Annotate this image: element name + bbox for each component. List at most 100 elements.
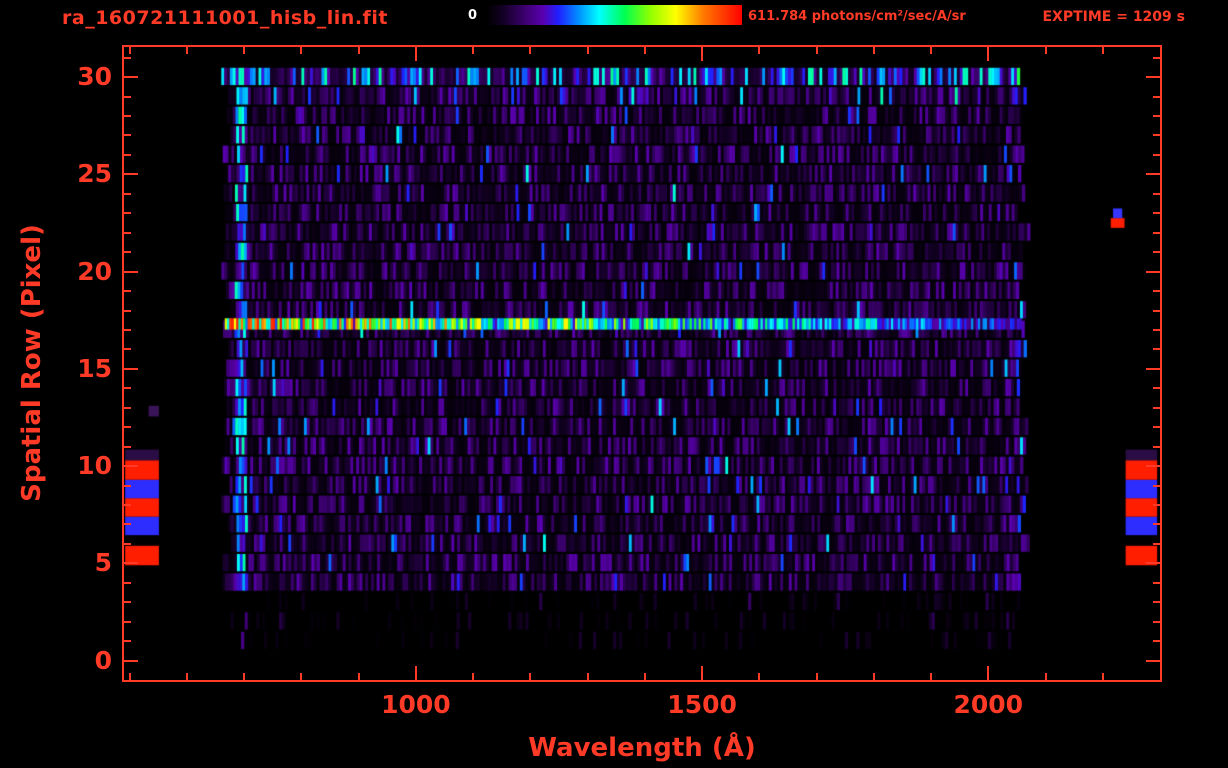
y-tick: [1153, 309, 1160, 312]
x-tick: [472, 673, 475, 680]
x-tick: [472, 47, 475, 54]
x-tick: [529, 47, 532, 54]
x-tick: [128, 673, 131, 680]
y-tick: [1146, 173, 1160, 176]
y-tick: [124, 348, 131, 351]
y-tick: [1153, 620, 1160, 623]
x-tick: [243, 673, 246, 680]
x-tick: [930, 673, 933, 680]
x-tick: [930, 47, 933, 54]
x-tick: [1044, 673, 1047, 680]
y-tick-label: 20: [77, 256, 112, 286]
y-tick: [1153, 231, 1160, 234]
y-tick: [124, 445, 131, 448]
colorbar-max-label: 611.784 photons/cm²/sec/A/sr: [748, 9, 966, 24]
x-tick-label: 1000: [381, 690, 451, 719]
y-tick: [124, 328, 131, 331]
y-tick: [1153, 212, 1160, 215]
x-tick: [1044, 47, 1047, 54]
x-tick: [300, 47, 303, 54]
x-tick: [1101, 673, 1104, 680]
x-tick: [701, 47, 704, 61]
y-tick: [1153, 115, 1160, 118]
exptime-label: EXPTIME = 1209 s: [1042, 9, 1185, 25]
y-tick: [1146, 465, 1160, 468]
y-tick: [124, 115, 131, 118]
y-tick: [1146, 76, 1160, 79]
y-tick: [1146, 367, 1160, 370]
y-tick: [1153, 523, 1160, 526]
y-tick: [1153, 484, 1160, 487]
y-tick-label: 0: [94, 645, 112, 675]
y-tick: [124, 231, 131, 234]
y-tick: [124, 56, 131, 59]
y-tick: [124, 523, 131, 526]
y-tick: [124, 173, 138, 176]
y-tick: [124, 465, 138, 468]
y-tick: [124, 309, 131, 312]
x-tick: [815, 47, 818, 54]
y-tick: [1153, 290, 1160, 293]
y-tick: [1153, 192, 1160, 195]
y-tick: [124, 659, 138, 662]
y-tick-label: 30: [77, 62, 112, 92]
y-tick: [124, 484, 131, 487]
y-tick: [124, 581, 131, 584]
y-tick: [1153, 542, 1160, 545]
y-tick: [1153, 426, 1160, 429]
y-tick: [124, 192, 131, 195]
y-tick: [124, 76, 138, 79]
x-tick: [643, 47, 646, 54]
y-tick: [124, 562, 138, 565]
filename-title: ra_160721111001_hisb_lin.fit: [62, 7, 388, 29]
y-tick: [1153, 445, 1160, 448]
x-tick: [185, 47, 188, 54]
x-tick: [643, 673, 646, 680]
x-tick: [758, 47, 761, 54]
y-tick: [124, 503, 131, 506]
x-tick: [586, 673, 589, 680]
y-tick: [124, 212, 131, 215]
x-tick: [1101, 47, 1104, 54]
y-tick: [1146, 562, 1160, 565]
y-tick: [1153, 153, 1160, 156]
y-tick: [1153, 56, 1160, 59]
y-tick: [1153, 406, 1160, 409]
y-tick: [1153, 134, 1160, 137]
y-tick-label: 10: [77, 451, 112, 481]
x-tick: [872, 673, 875, 680]
y-tick: [124, 387, 131, 390]
x-tick: [872, 47, 875, 54]
x-tick-label: 1500: [667, 690, 737, 719]
x-axis-title: Wavelength (Å): [528, 733, 756, 763]
y-tick-label: 5: [94, 548, 112, 578]
y-tick: [1146, 270, 1160, 273]
y-tick: [124, 270, 138, 273]
x-tick: [128, 47, 131, 54]
x-tick: [987, 666, 990, 680]
y-tick-label: 15: [77, 353, 112, 383]
x-tick: [300, 673, 303, 680]
x-tick-label: 2000: [953, 690, 1024, 719]
y-tick: [124, 406, 131, 409]
x-tick: [815, 673, 818, 680]
colorbar: [487, 5, 742, 25]
y-tick: [1153, 348, 1160, 351]
y-tick: [1153, 581, 1160, 584]
y-tick: [124, 95, 131, 98]
x-tick: [701, 666, 704, 680]
x-tick: [987, 47, 990, 61]
y-tick: [1153, 601, 1160, 604]
y-tick: [1153, 251, 1160, 254]
y-tick: [1153, 503, 1160, 506]
x-tick: [414, 666, 417, 680]
y-tick: [124, 542, 131, 545]
y-tick: [124, 153, 131, 156]
x-tick: [758, 673, 761, 680]
x-tick: [586, 47, 589, 54]
y-tick: [124, 134, 131, 137]
y-tick: [124, 367, 138, 370]
colorbar-min-label: 0: [468, 8, 478, 23]
x-tick: [357, 673, 360, 680]
